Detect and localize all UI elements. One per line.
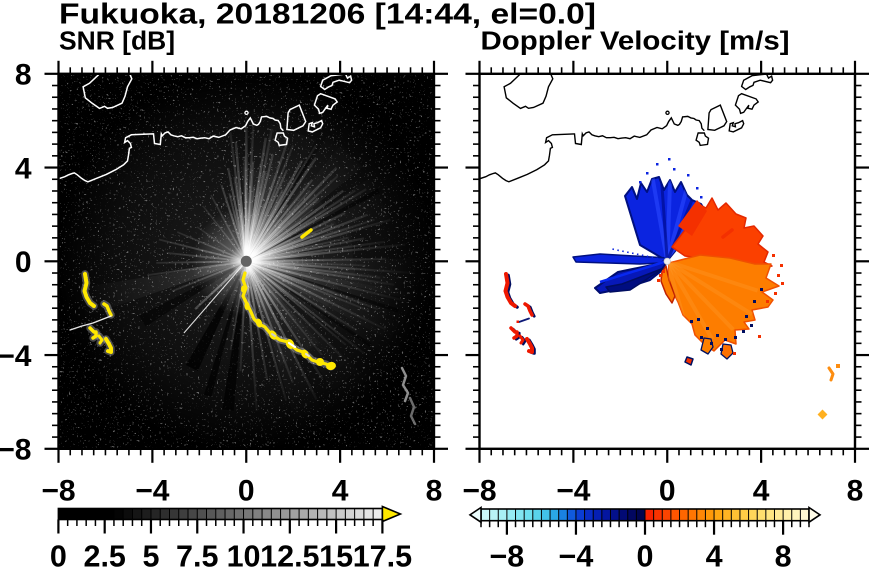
svg-text:8: 8 — [847, 474, 864, 507]
svg-text:0: 0 — [15, 246, 32, 279]
svg-text:−4: −4 — [556, 474, 591, 507]
svg-text:Fukuoka, 20181206 [14:44, el=0: Fukuoka, 20181206 [14:44, el=0.0] — [59, 0, 596, 30]
svg-text:0: 0 — [50, 540, 67, 571]
svg-text:−8: −8 — [41, 474, 75, 507]
svg-text:7.5: 7.5 — [176, 540, 218, 571]
svg-text:8: 8 — [775, 540, 792, 571]
svg-text:4: 4 — [332, 474, 349, 507]
svg-text:SNR [dB]: SNR [dB] — [59, 28, 175, 56]
svg-text:15: 15 — [319, 540, 353, 571]
svg-text:12.5: 12.5 — [260, 540, 319, 571]
svg-text:−8: −8 — [489, 540, 524, 571]
svg-text:−8: −8 — [462, 474, 496, 507]
svg-text:8: 8 — [426, 474, 443, 507]
svg-text:−8: −8 — [0, 434, 32, 467]
svg-text:10: 10 — [227, 540, 261, 571]
svg-text:−4: −4 — [135, 474, 170, 507]
svg-text:2.5: 2.5 — [83, 540, 125, 571]
svg-text:4: 4 — [15, 152, 32, 185]
svg-text:4: 4 — [753, 474, 770, 507]
svg-text:−4: −4 — [0, 340, 32, 373]
svg-text:5: 5 — [142, 540, 159, 571]
svg-text:17.5: 17.5 — [353, 540, 412, 571]
svg-text:Doppler Velocity [m/s]: Doppler Velocity [m/s] — [481, 28, 790, 56]
svg-text:−4: −4 — [559, 540, 594, 571]
svg-text:0: 0 — [238, 474, 255, 507]
svg-text:8: 8 — [15, 59, 32, 92]
svg-text:0: 0 — [659, 474, 676, 507]
svg-text:0: 0 — [637, 540, 654, 571]
svg-text:4: 4 — [706, 540, 723, 571]
